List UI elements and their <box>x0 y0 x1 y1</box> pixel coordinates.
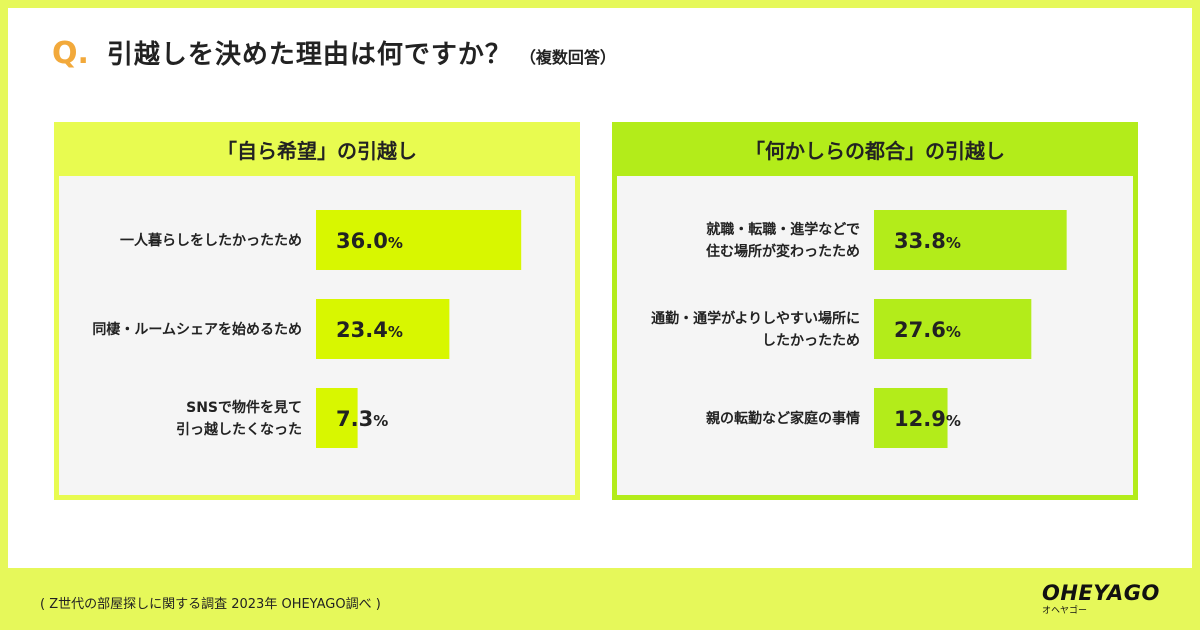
category-label: 引っ越したくなった <box>176 421 302 438</box>
value-label: 12.9% <box>894 407 961 431</box>
category-label: SNSで物件を見て <box>186 399 302 416</box>
bar <box>316 299 450 359</box>
category-label: 通勤・通学がよりしやすい場所に <box>651 310 860 327</box>
category-label: 就職・転職・進学などで <box>706 221 860 238</box>
bar <box>316 210 522 270</box>
bar <box>874 299 1032 359</box>
logo-main: OHEYAGO <box>1042 581 1160 605</box>
value-label: 27.6% <box>894 318 961 342</box>
value-label: 23.4% <box>336 318 403 342</box>
category-label: したかったため <box>762 333 860 349</box>
panel-body: 就職・転職・進学などで 住む場所が変わったため 33.8% 通勤・通学がよりしやすい場… <box>617 176 1133 495</box>
value-label: 33.8% <box>894 229 961 253</box>
value-label: 7.3% <box>336 407 388 431</box>
bar <box>316 388 358 448</box>
question-header: Q. 引越しを決めた理由は何ですか？ （複数回答） <box>52 34 616 71</box>
oheyago-logo: OHEYAGO オヘヤゴー <box>1042 581 1160 622</box>
category-label: 親の転勤など家庭の事情 <box>706 410 860 427</box>
value-label: 36.0% <box>336 229 403 253</box>
category-label: 同棲・ルームシェアを始めるため <box>92 321 302 338</box>
source-note: ( Z世代の部屋探しに関する調査 2023年 OHEYAGO調べ ) <box>40 597 381 612</box>
panel-body: 一人暮らしをしたかったため 36.0% 同棲・ルームシェアを始めるため 23.4% SN… <box>59 176 575 495</box>
question-mark: Q. <box>52 36 89 71</box>
category-label: 一人暮らしをしたかったため <box>120 232 302 249</box>
bar <box>874 388 948 448</box>
logo-sub: オヘヤゴー <box>1042 606 1088 616</box>
panel-title: 「自ら希望」の引越し <box>217 138 417 163</box>
category-label: 住む場所が変わったため <box>706 243 860 260</box>
bar <box>874 210 1067 270</box>
panel-circumstance: 「何かしらの都合」の引越し 就職・転職・進学などで 住む場所が変わったため 33.8… <box>612 122 1138 500</box>
question-text: 引越しを決めた理由は何ですか？ <box>106 40 512 70</box>
panel-self-desired: 「自ら希望」の引越し 一人暮らしをしたかったため 36.0% 同棲・ルームシェアを始… <box>54 122 580 500</box>
panel-title: 「何かしらの都合」の引越し <box>745 138 1005 163</box>
bar-chart-self-desired: 一人暮らしをしたかったため 36.0% 同棲・ルームシェアを始めるため 23.4% SN… <box>92 210 522 448</box>
question-note: （複数回答） <box>519 48 616 67</box>
